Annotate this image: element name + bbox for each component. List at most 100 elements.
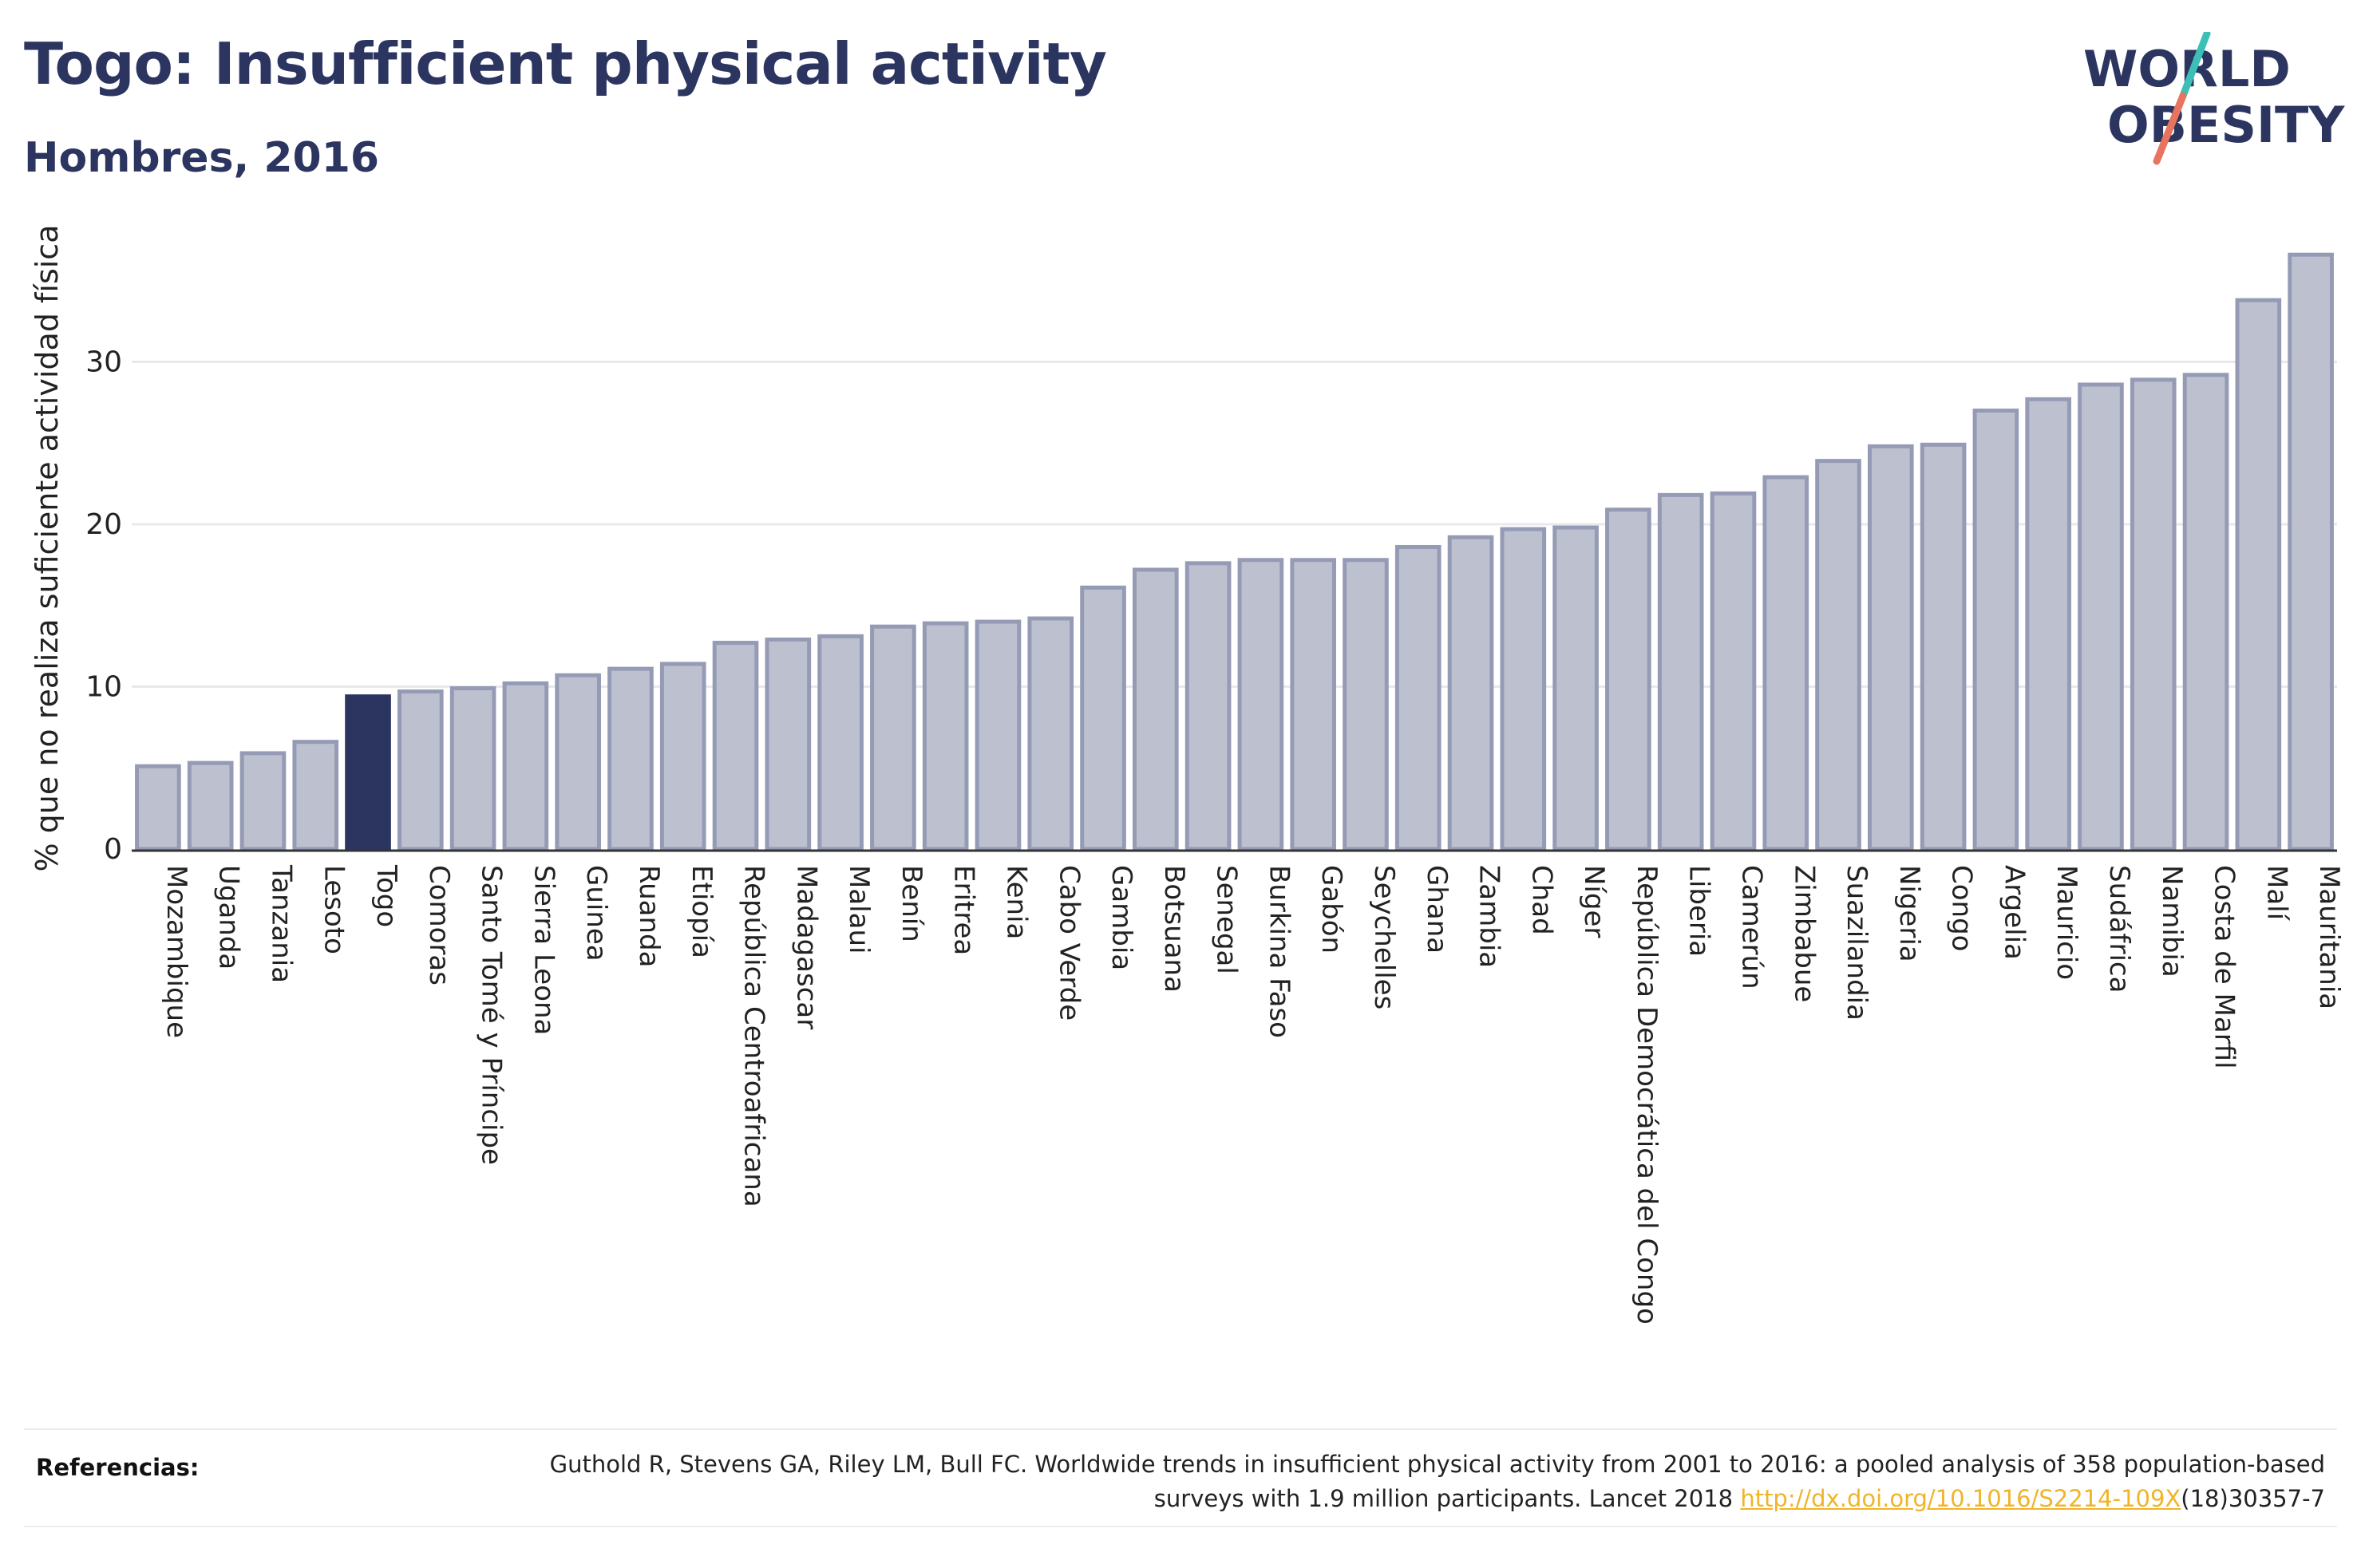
bar [1133,567,1179,851]
bar [922,621,969,851]
bar [397,689,444,851]
bar [1868,444,1914,851]
bar [2182,373,2229,851]
bar [1394,544,1442,851]
x-tick-label: Eritrea [948,865,980,955]
x-tick-label: Kenia [1000,865,1032,939]
bar [1972,409,2019,851]
bar [712,641,759,851]
bar-chart: 0 10 20 30 Mozambique Uganda Tanzania Lesoto Tog… [30,225,2345,1325]
bar [2078,382,2124,851]
bar [1237,558,1284,851]
reference-citation-suffix: (18)30357-7 [2181,1485,2325,1512]
x-tick-label: Burkina Faso [1263,865,1295,1038]
chart-subtitle: Hombres, 2016 [24,134,380,182]
x-tick-label: Santo Tomé y Príncipe [476,865,508,1165]
x-tick-label: Ghana [1421,865,1453,954]
x-tick-label: Uganda [213,865,245,970]
x-tick-label: Argelia [1998,865,2030,960]
bar [1605,508,1651,851]
logo-slash-teal [2179,32,2211,100]
x-tick-label: Congo [1946,865,1978,951]
bar [1710,491,1757,851]
bar [292,740,339,851]
y-tick-label: 10 [85,671,122,704]
bar [1027,616,1074,851]
x-tick-label: Etiopía [686,865,718,958]
bar [1552,525,1599,851]
x-tick-label: Tanzania [265,864,297,983]
x-tick-label: Benín [896,865,927,942]
x-tick-label: Zimbabue [1788,865,1820,1002]
bar [1290,558,1336,851]
x-tick-label: Níger [1578,865,1610,938]
x-tick-label: Zambia [1473,865,1505,968]
bar [870,624,916,851]
bar [765,637,812,851]
y-tick-label: 20 [85,508,122,541]
bar [449,686,496,851]
x-tick-label: Malí [2260,865,2292,922]
x-tick-label: Sudáfrica [2103,865,2135,993]
bar [1920,442,1967,851]
bar [975,619,1022,851]
bar [2025,397,2071,851]
bar [2288,252,2334,851]
bar [1815,459,1861,851]
logo-line-2: OBESITY [2107,96,2345,154]
bar [1184,561,1232,851]
bar [1080,585,1126,851]
x-tick-label: República Centroafricana [738,865,770,1207]
bar-highlighted [345,694,391,851]
bar [239,751,287,851]
x-tick-label: Nigeria [1893,865,1925,962]
logo-slash-coral [2153,92,2187,165]
x-tick-label: Mauritania [2313,865,2345,1009]
bar [555,673,601,851]
bar [135,764,181,851]
x-tick-label: Mauricio [2051,865,2082,980]
bar [1500,527,1547,851]
world-obesity-logo: WORLD OBESITY [2083,32,2345,165]
chart-title: Togo: Insufficient physical activity [24,30,1107,97]
x-tick-label: Togo [370,864,402,927]
bar [1762,475,1809,851]
x-tick-label: Liberia [1683,865,1715,957]
bar [607,666,654,851]
x-tick-label: Gambia [1105,865,1137,970]
x-tick-label: Lesoto [318,865,350,954]
x-tick-label: Sierra Leona [528,865,560,1035]
x-tick-label: Namibia [2156,865,2188,978]
x-tick-label: Senegal [1211,865,1243,974]
bar [2235,298,2282,851]
labels: 0 10 20 30 Mozambique Uganda Tanzania Lesoto Tog… [30,225,2345,1325]
x-tick-label: Guinea [580,865,612,962]
references-panel: Referencias: Guthold R, Stevens GA, Rile… [24,1428,2337,1527]
bar [659,662,706,851]
bar [2130,377,2177,851]
x-tick-label: Madagascar [790,865,822,1029]
bar [187,760,234,851]
bar [817,634,864,851]
x-tick-label: Mozambique [160,865,192,1038]
x-tick-label: Costa de Marfil [2209,865,2240,1069]
x-tick-label: Comoras [423,865,455,985]
x-tick-label: Seychelles [1368,865,1400,1009]
bars [135,252,2334,851]
y-tick-label: 0 [104,833,122,866]
y-axis-title: % que no realiza suficiente actividad fí… [30,225,65,872]
references-label: Referencias: [36,1454,200,1481]
bar [502,681,549,851]
x-tick-label: Cabo Verde [1053,865,1085,1021]
x-tick-label: Ruanda [633,865,665,967]
bar [1447,535,1494,851]
x-tick-label: Botsuana [1158,865,1190,993]
gridlines [132,361,2337,688]
bar [1657,492,1704,851]
reference-citation: Guthold R, Stevens GA, Riley LM, Bull FC… [549,1451,2325,1512]
x-tick-label: Suazilandia [1841,865,1873,1021]
x-tick-label: Malaui [843,865,875,954]
x-tick-label: Camerún [1735,865,1767,989]
x-tick-label: Gabón [1315,865,1347,954]
reference-doi-link[interactable]: http://dx.doi.org/10.1016/S2214-109X [1740,1485,2181,1512]
